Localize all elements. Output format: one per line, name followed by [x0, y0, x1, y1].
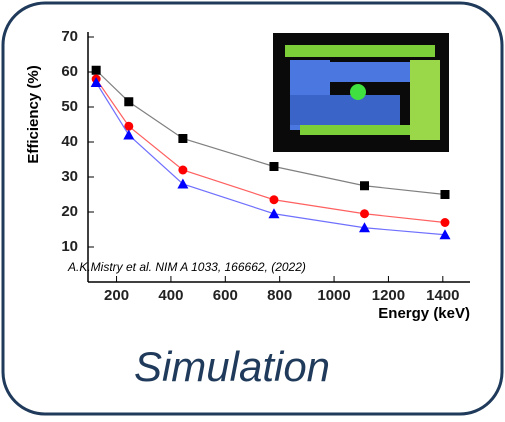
marker	[360, 209, 369, 218]
x-tick-label: 1200	[372, 287, 405, 304]
x-tick-label: 1400	[426, 287, 459, 304]
x-tick-label: 400	[158, 287, 183, 304]
marker	[440, 190, 449, 199]
x-axis-label: Energy (keV)	[378, 305, 470, 322]
marker	[92, 66, 101, 75]
x-tick-label: 1000	[317, 287, 350, 304]
page: Simulation 10 20 30 40 50 60 70 200 400 600 800 100…	[0, 0, 505, 417]
marker	[178, 166, 187, 175]
y-tick-label: 70	[61, 28, 78, 45]
card: Simulation 10 20 30 40 50 60 70 200 400 600 800 100…	[0, 0, 505, 417]
marker	[440, 218, 449, 227]
y-tick-label: 30	[61, 168, 78, 185]
marker	[269, 195, 278, 204]
y-tick-label: 50	[61, 98, 78, 115]
x-tick-label: 600	[213, 287, 238, 304]
y-tick-label: 60	[61, 63, 78, 80]
y-axis-label: Efficiency (%)	[25, 65, 42, 163]
y-tick-label: 40	[61, 133, 78, 150]
caption: Simulation	[134, 343, 330, 390]
x-tick-label: 200	[104, 287, 129, 304]
detector-image	[273, 33, 449, 152]
marker	[360, 181, 369, 190]
marker	[124, 97, 133, 106]
annotation: A.K.Mistry et al. NIM A 1033, 166662, (2…	[67, 260, 306, 274]
marker	[178, 134, 187, 143]
y-tick-label: 20	[61, 203, 78, 220]
marker	[269, 162, 278, 171]
x-tick-label: 800	[267, 287, 292, 304]
y-tick-label: 10	[61, 238, 78, 255]
